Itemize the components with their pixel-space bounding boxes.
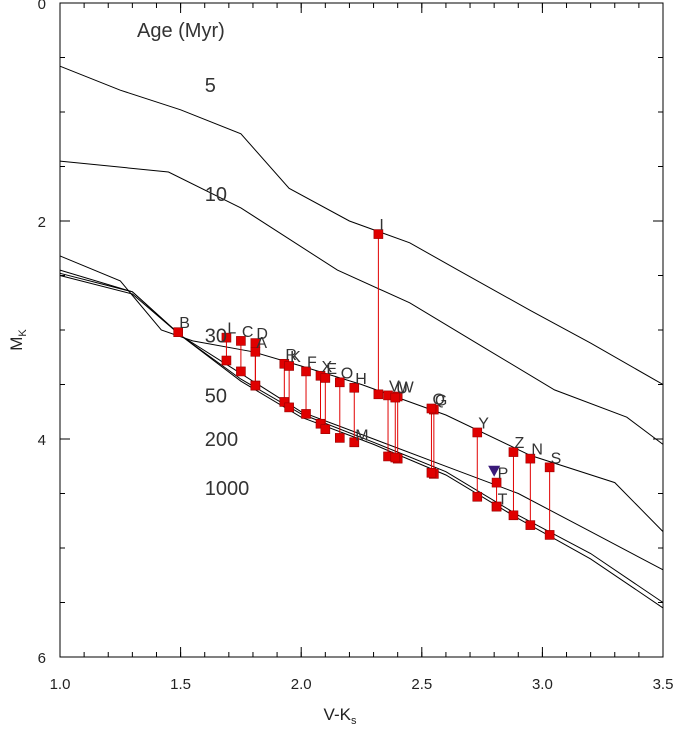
- isochrone-5: [59, 65, 664, 385]
- isochrone-lines: [59, 65, 664, 609]
- star-label-G: G: [435, 393, 447, 410]
- marker-upper-B: [173, 327, 183, 337]
- marker-lower-Q: [426, 467, 437, 478]
- y-axis-label: MK: [7, 329, 29, 351]
- x-axis-label: V-Ks: [324, 705, 357, 727]
- star-connectors: [225, 234, 551, 535]
- x-tick-label: 3.5: [653, 676, 674, 693]
- marker-upper-K: [284, 361, 294, 371]
- y-tick-label: 4: [38, 432, 46, 449]
- marker-upper-N: [525, 453, 536, 464]
- axis-ticks: 1.0 1.5 2.0 2.5 3.0 3.5 0 2 4 6: [38, 0, 674, 693]
- star-label-X: X: [321, 359, 332, 376]
- isochrone-label: 10: [205, 184, 227, 206]
- x-tick-label: 2.5: [411, 676, 432, 693]
- isochrone-label: 50: [205, 385, 227, 407]
- star-label-Y: Y: [478, 415, 489, 432]
- isochrone-label: 200: [205, 429, 238, 451]
- isochrone-30: [59, 255, 664, 532]
- plot-border: [59, 2, 664, 658]
- star-label-H: H: [355, 371, 367, 388]
- star-label-F: F: [307, 354, 317, 371]
- marker-upper-L: [221, 332, 232, 343]
- marker-lower-P: [491, 501, 502, 512]
- isochrone-200: [59, 272, 664, 603]
- star-labels: B L C DA RK F XE O H M I VWU GQ Y TPZ NS: [179, 217, 562, 509]
- star-label-I: I: [379, 217, 383, 234]
- marker-upper-C: [236, 336, 246, 346]
- marker-lower-K: [284, 402, 294, 413]
- marker-upper-M: [349, 437, 360, 448]
- legend-title: Age (Myr): [137, 20, 225, 42]
- marker-upper-A: [250, 346, 261, 357]
- star-label-S: S: [551, 450, 562, 467]
- marker-lower-Z: [508, 510, 519, 521]
- star-label-N: N: [531, 442, 543, 459]
- marker-lower-E: [320, 424, 331, 434]
- star-label-C: C: [242, 324, 254, 341]
- isochrone-1000: [59, 275, 664, 609]
- marker-lower-A: [250, 380, 261, 391]
- marker-lower-S: [544, 530, 555, 540]
- marker-lower-F: [301, 409, 311, 419]
- marker-upper-F: [301, 366, 311, 377]
- isochrone-label: 1000: [205, 478, 250, 500]
- star-label-L: L: [227, 321, 236, 338]
- marker-upper-Z: [508, 447, 519, 457]
- marker-upper-P: [491, 477, 502, 488]
- star-label-K: K: [290, 349, 301, 366]
- plot-frame: [59, 2, 664, 658]
- isochrone-label: 5: [205, 75, 216, 97]
- marker-lower-L: [221, 355, 232, 366]
- x-tick-label: 2.0: [291, 676, 312, 693]
- y-tick-label: 6: [38, 650, 46, 667]
- star-label-A: A: [256, 335, 267, 352]
- marker-upper-Y: [472, 427, 483, 438]
- marker-upper-O: [334, 377, 345, 388]
- marker-lower-C: [236, 366, 246, 377]
- star-label-R: R: [285, 347, 297, 364]
- marker-lower-N: [525, 520, 536, 530]
- marker-lower-I: [373, 389, 384, 400]
- x-tick-label: 1.0: [50, 676, 71, 693]
- star-markers: [173, 229, 555, 540]
- marker-lower-O: [334, 433, 345, 443]
- marker-upper-Q: [426, 403, 437, 414]
- marker-lower-R: [279, 397, 290, 407]
- marker-lower-X: [315, 418, 326, 429]
- y-tick-label: 2: [38, 214, 46, 231]
- marker-lower-Y: [472, 491, 483, 502]
- star-label-M: M: [355, 427, 368, 444]
- star-label-W: W: [399, 379, 415, 396]
- marker-lower-U: [390, 452, 401, 463]
- marker-upper-U: [390, 392, 401, 403]
- marker-upper-S: [544, 462, 555, 473]
- star-label-E: E: [326, 361, 337, 378]
- marker-upper-H: [349, 382, 360, 393]
- star-label-O: O: [341, 365, 353, 382]
- star-label-T: T: [498, 492, 508, 509]
- triangle-marker: [488, 465, 501, 477]
- isochrone-10: [59, 160, 664, 445]
- y-tick-label: 0: [38, 0, 46, 13]
- star-label-P: P: [498, 466, 509, 483]
- star-label-Q: Q: [432, 391, 444, 408]
- marker-upper-I: [373, 229, 384, 239]
- isochrone-labels: 5 10 30 50 200 1000: [205, 75, 250, 500]
- star-label-D: D: [256, 326, 268, 343]
- star-label-U: U: [396, 381, 408, 398]
- isochrone-label: 30: [205, 325, 227, 347]
- star-label-V: V: [389, 378, 400, 395]
- x-tick-label: 3.0: [532, 676, 553, 693]
- marker-upper-E: [320, 373, 331, 383]
- isochrone-50: [59, 269, 664, 571]
- x-tick-label: 1.5: [170, 676, 191, 693]
- star-label-B: B: [179, 315, 190, 332]
- star-label-Z: Z: [514, 435, 524, 452]
